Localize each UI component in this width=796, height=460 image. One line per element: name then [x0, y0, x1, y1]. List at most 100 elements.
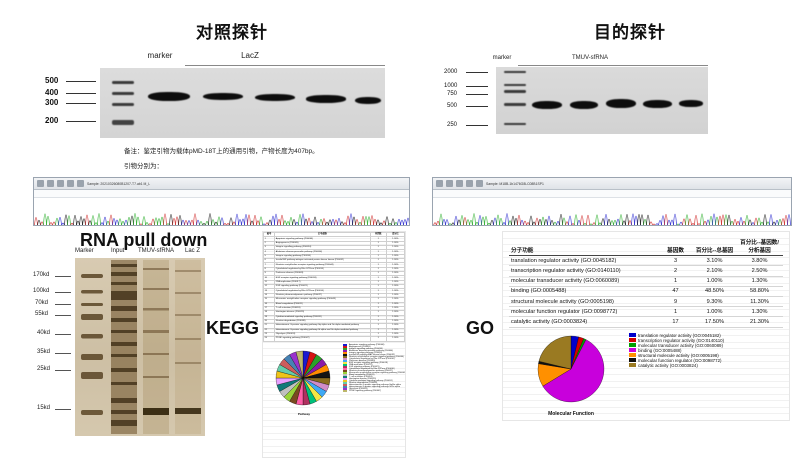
open-icon[interactable]: [37, 180, 44, 187]
trace-peak: [724, 214, 728, 225]
trace-peak: [739, 217, 743, 225]
ladder-band: [112, 120, 134, 125]
trace-peak: [211, 219, 215, 225]
trace-peak: [556, 220, 560, 225]
trace-peak: [388, 222, 392, 225]
go-cell-genes: 2: [658, 265, 693, 277]
trace-peak: [511, 215, 515, 225]
legend-item: Integrin signaling pathway (P00034): [343, 351, 403, 354]
trace-peak: [715, 216, 719, 225]
trace-peak: [589, 223, 593, 225]
legend-swatch: [629, 333, 636, 337]
trace-peak: [586, 214, 590, 225]
trace-peak: [490, 219, 494, 225]
trace-peak: [580, 215, 584, 225]
trace-peak: [547, 215, 551, 225]
legend-label: Insulin/IGF pathway-MAP kinase kinase (P…: [349, 353, 395, 356]
trace-peak: [571, 223, 575, 225]
trace-peak: [301, 213, 305, 225]
trace-peak: [391, 218, 395, 225]
pulldown-marker-line: [55, 353, 71, 354]
trace-peak: [223, 223, 227, 225]
legend-label: Heterotrimeric G-protein signaling pathw…: [349, 383, 401, 386]
next-icon[interactable]: [466, 180, 473, 187]
go-col-pct-total: 百分比--总基因: [692, 236, 737, 257]
chromatogram-toolbar-left[interactable]: Sample: 20210326080B1207-T7.ab1 M_L: [34, 178, 409, 190]
trace-peak: [373, 218, 377, 225]
print-icon[interactable]: [456, 180, 463, 187]
trace-peak: [265, 222, 269, 225]
legend-swatch: [629, 353, 636, 357]
trace-peak: [319, 218, 323, 225]
chromatogram-toolbar-right[interactable]: Sample: M18B-1b1476G8LC08B1SP1: [433, 178, 791, 190]
trace-peak: [286, 221, 290, 225]
trace-peak: [673, 213, 677, 225]
legend-item: transcription regulator activity (GO:014…: [629, 338, 724, 343]
legend-item: molecular transducer activity (GO:006008…: [629, 343, 724, 348]
trace-peak: [565, 221, 569, 225]
kegg-legend: Apoptosis signaling pathway (P00006) Angi…: [343, 343, 406, 392]
target-ladder-label-250: 250: [447, 122, 458, 128]
pulldown-lane-sfrna: TMUV-sfRNA: [138, 248, 174, 254]
trace-peak: [307, 217, 311, 225]
go-cell-pct-total: 1.00%: [692, 306, 737, 318]
trace-peak: [118, 218, 122, 225]
legend-label: DNA replication (P00017): [349, 363, 373, 366]
trace-peak: [622, 220, 626, 225]
target-gel-sample-rule: [518, 65, 708, 66]
trace-peak: [199, 221, 203, 225]
open-icon[interactable]: [436, 180, 443, 187]
target-ladder-label-2000: 2000: [444, 69, 458, 75]
control-gel-image: [100, 68, 385, 138]
legend-item: Heterotrimeric G-protein signaling pathw…: [343, 383, 403, 386]
sample-band: [570, 101, 598, 109]
pulldown-marker-40: 40kd: [37, 330, 51, 336]
print-icon[interactable]: [57, 180, 64, 187]
back-icon[interactable]: [77, 180, 84, 187]
trace-peak: [487, 222, 491, 225]
trace-peak: [433, 222, 437, 225]
trace-peak: [532, 221, 536, 225]
trace-peak: [334, 219, 338, 225]
legend-label: Muscarinic acetylcholine receptor signal…: [349, 371, 406, 374]
next-icon[interactable]: [67, 180, 74, 187]
trace-peak: [139, 223, 143, 225]
trace-peak: [295, 221, 299, 225]
trace-peak: [475, 221, 479, 225]
legend-label: FGF signaling pathway (P00021): [349, 365, 380, 368]
trace-peak: [271, 215, 275, 225]
chromatogram-sample-label-left: Sample: 20210326080B1207-T7.ab1 M_L: [87, 181, 151, 186]
back-icon[interactable]: [476, 180, 483, 187]
pulldown-gel-svg: [75, 258, 205, 436]
legend-label: Angiogenesis (P00005): [349, 345, 371, 348]
trace-peak: [193, 213, 197, 225]
trace-peak: [478, 215, 482, 225]
export-icon[interactable]: [446, 180, 453, 187]
ladder-band: [504, 90, 526, 93]
trace-peak: [55, 217, 59, 225]
sample-band: [532, 101, 562, 109]
trace-peak: [232, 221, 236, 225]
trace-svg: [34, 213, 409, 225]
trace-peak: [484, 216, 488, 225]
go-col-genes: 基因数: [658, 236, 693, 257]
legend-label: Nicotinic acetylcholine receptor signali…: [349, 355, 404, 358]
target-gel-panel: marker TMUV-sfRNA 2000 1000 750 500 250: [440, 55, 740, 140]
trace-peak: [394, 222, 398, 225]
pie-slice: [295, 350, 304, 378]
trace-peak: [685, 214, 689, 225]
legend-swatch: [629, 348, 636, 352]
export-icon[interactable]: [47, 180, 54, 187]
legend-swatch: [343, 369, 347, 372]
target-ladder-line-750: [466, 94, 488, 95]
go-cell-term: transcription regulator activity (GO:014…: [509, 265, 659, 277]
trace-peak: [220, 217, 224, 225]
legend-item: FGF signaling pathway (P00021): [343, 365, 403, 368]
pulldown-marker-line: [55, 315, 71, 316]
chromatogram-viewer-right[interactable]: Sample: M18B-1b1476G8LC08B1SP1: [432, 177, 792, 226]
trace-peak: [382, 220, 386, 225]
chromatogram-viewer-left[interactable]: Sample: 20210326080B1207-T7.ab1 M_L: [33, 177, 410, 226]
trace-svg: [433, 213, 791, 225]
trace-peak: [694, 214, 698, 225]
go-cell-pct-total: 1.00%: [692, 276, 737, 287]
